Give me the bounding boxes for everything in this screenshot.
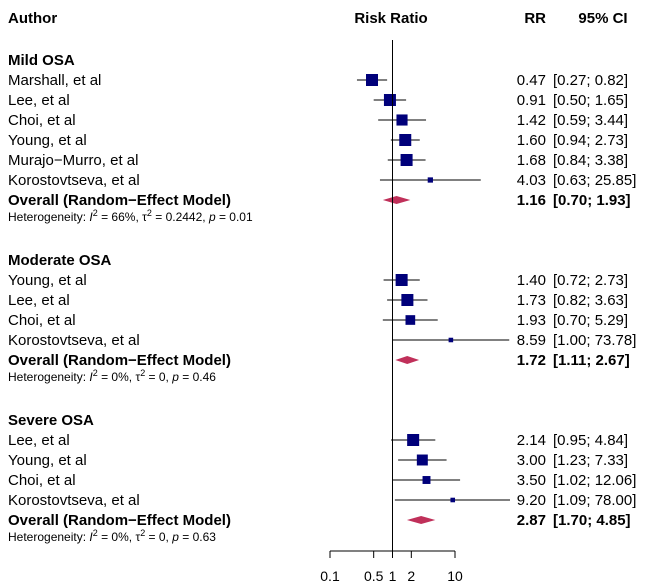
study-rr: 3.50 (517, 472, 546, 489)
study-author: Lee, et al (8, 292, 70, 309)
x-tick-label: 0.1 (320, 568, 340, 584)
study-ci: [0.72; 2.73] (553, 272, 628, 289)
study-author: Choi, et al (8, 472, 76, 489)
study-author: Korostovtseva, et al (8, 172, 140, 189)
overall-rr: 1.72 (517, 352, 546, 369)
study-ci: [1.09; 78.00] (553, 492, 636, 509)
study-ci: [0.27; 0.82] (553, 72, 628, 89)
study-author: Marshall, et al (8, 72, 101, 89)
group-title: Moderate OSA (8, 252, 112, 269)
forest-rows: Mild OSA Marshall, et al 0.47 [0.27; 0.82] L… (8, 52, 636, 544)
study-rr: 1.93 (517, 312, 546, 329)
study-ci: [1.02; 12.06] (553, 472, 636, 489)
overall-label: Overall (Random−Effect Model) (8, 352, 231, 369)
study-rr: 9.20 (517, 492, 546, 509)
study-author: Lee, et al (8, 92, 70, 109)
column-header-rr: RR (524, 10, 546, 27)
study-box (448, 337, 454, 343)
study-box (395, 274, 408, 286)
study-rr: 0.47 (517, 72, 546, 89)
study-rr: 1.40 (517, 272, 546, 289)
study-rr: 1.60 (517, 132, 546, 149)
study-ci: [0.50; 1.65] (553, 92, 628, 109)
overall-diamond (382, 196, 411, 204)
study-box (450, 497, 456, 503)
study-author: Young, et al (8, 132, 87, 149)
overall-diamond (406, 516, 436, 524)
study-rr: 2.14 (517, 432, 546, 449)
column-header-risk-ratio: Risk Ratio (354, 10, 427, 27)
study-ci: [0.70; 5.29] (553, 312, 628, 329)
study-rr: 0.91 (517, 92, 546, 109)
study-box (401, 294, 414, 306)
x-axis: 0.1 0.5 1 2 10 (320, 40, 463, 584)
study-ci: [0.59; 3.44] (553, 112, 628, 129)
x-tick-label: 2 (407, 568, 415, 584)
overall-ci: [1.11; 2.67] (553, 352, 630, 369)
study-author: Young, et al (8, 452, 87, 469)
study-rr: 4.03 (517, 172, 546, 189)
group-title: Severe OSA (8, 412, 94, 429)
study-rr: 1.73 (517, 292, 546, 309)
x-tick-label: 10 (447, 568, 463, 584)
study-rr: 3.00 (517, 452, 546, 469)
heterogeneity-text: Heterogeneity: I2 = 66%, τ2 = 0.2442, p … (8, 208, 253, 224)
study-box (366, 74, 379, 86)
study-ci: [1.00; 73.78] (553, 332, 636, 349)
study-box (399, 134, 412, 146)
study-box (416, 454, 428, 466)
study-box (396, 114, 408, 126)
study-ci: [0.82; 3.63] (553, 292, 628, 309)
study-author: Young, et al (8, 272, 87, 289)
study-author: Korostovtseva, et al (8, 332, 140, 349)
heterogeneity-text: Heterogeneity: I2 = 0%, τ2 = 0, p = 0.63 (8, 528, 216, 544)
column-header-author: Author (8, 10, 57, 27)
x-tick-label: 1 (389, 568, 397, 584)
study-ci: [0.63; 25.85] (553, 172, 636, 189)
overall-rr: 1.16 (517, 192, 546, 209)
overall-ci: [0.70; 1.93] (553, 192, 631, 209)
study-box (427, 177, 433, 183)
overall-rr: 2.87 (517, 512, 546, 529)
study-box (405, 315, 416, 325)
study-ci: [0.94; 2.73] (553, 132, 628, 149)
study-author: Choi, et al (8, 312, 76, 329)
study-rr: 8.59 (517, 332, 546, 349)
overall-diamond (395, 356, 420, 364)
group-title: Mild OSA (8, 52, 75, 69)
study-rr: 1.68 (517, 152, 546, 169)
study-box (383, 94, 396, 106)
study-ci: [0.95; 4.84] (553, 432, 628, 449)
study-author: Lee, et al (8, 432, 70, 449)
column-header-ci: 95% CI (578, 10, 627, 27)
study-ci: [1.23; 7.33] (553, 452, 628, 469)
heterogeneity-text: Heterogeneity: I2 = 0%, τ2 = 0, p = 0.46 (8, 368, 216, 384)
study-box (400, 154, 413, 166)
study-box (422, 476, 431, 484)
x-tick-label: 0.5 (364, 568, 384, 584)
study-rr: 1.42 (517, 112, 546, 129)
study-author: Choi, et al (8, 112, 76, 129)
study-box (407, 434, 420, 446)
overall-ci: [1.70; 4.85] (553, 512, 631, 529)
overall-label: Overall (Random−Effect Model) (8, 192, 231, 209)
study-author: Korostovtseva, et al (8, 492, 140, 509)
study-ci: [0.84; 3.38] (553, 152, 628, 169)
overall-label: Overall (Random−Effect Model) (8, 512, 231, 529)
study-author: Murajo−Murro, et al (8, 152, 138, 169)
